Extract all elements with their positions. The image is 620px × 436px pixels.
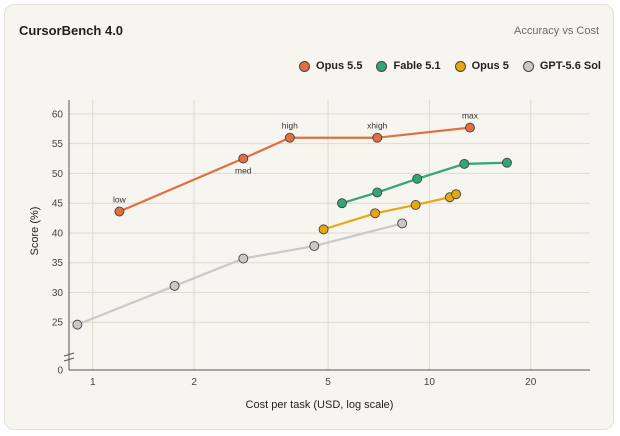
legend-item-fable-5-1: Fable 5.1 bbox=[376, 60, 441, 72]
legend-swatch bbox=[454, 60, 466, 72]
data-point-opus-5-5 bbox=[114, 206, 125, 217]
data-point-gpt-5-6-sol bbox=[238, 253, 249, 264]
series-line-opus-5-5 bbox=[118, 126, 471, 213]
data-point-opus-5 bbox=[451, 189, 461, 200]
x-tick-label: 1 bbox=[90, 377, 96, 388]
data-point-gpt-5-6-sol bbox=[397, 218, 408, 229]
x-tick-label: 5 bbox=[325, 377, 331, 388]
legend-swatch bbox=[376, 60, 388, 72]
data-point-fable-5-1 bbox=[337, 198, 347, 209]
point-label-opus-5-5: high bbox=[282, 121, 298, 131]
y-tick-label: 40 bbox=[52, 228, 64, 239]
chart-legend: Opus 5.5 Fable 5.1 Opus 5 GPT-5.6 Sol bbox=[299, 60, 601, 72]
x-tick-label: 10 bbox=[424, 377, 436, 388]
series-line-fable-5-1 bbox=[341, 161, 507, 205]
data-point-fable-5-1 bbox=[502, 157, 512, 168]
legend-item-opus-5: Opus 5 bbox=[454, 60, 509, 72]
chart-title: CursorBench 4.0 bbox=[19, 23, 124, 38]
series-line-gpt-5-6-sol bbox=[76, 222, 403, 326]
data-point-opus-5 bbox=[370, 208, 381, 219]
data-point-gpt-5-6-sol bbox=[309, 241, 320, 251]
y-axis-break bbox=[63, 352, 75, 362]
legend-item-gpt-5-6-sol: GPT-5.6 Sol bbox=[522, 60, 601, 72]
data-point-opus-5 bbox=[318, 224, 329, 235]
x-tick-label: 20 bbox=[525, 377, 537, 388]
point-label-opus-5-5: max bbox=[462, 111, 479, 121]
data-point-fable-5-1 bbox=[372, 187, 383, 198]
legend-swatch bbox=[522, 60, 534, 72]
point-label-opus-5-5: xhigh bbox=[367, 121, 388, 131]
legend-label: Fable 5.1 bbox=[393, 60, 441, 72]
data-point-gpt-5-6-sol bbox=[169, 280, 180, 291]
point-label-opus-5-5: low bbox=[113, 195, 127, 205]
legend-label: Opus 5 bbox=[471, 60, 509, 72]
y-tick-label-zero: 0 bbox=[57, 366, 63, 377]
y-tick-label: 35 bbox=[52, 258, 64, 269]
legend-swatch bbox=[299, 60, 311, 72]
data-point-opus-5-5 bbox=[238, 153, 249, 164]
y-tick-label: 50 bbox=[52, 169, 64, 180]
data-point-opus-5 bbox=[410, 200, 421, 210]
chart-card: CursorBench 4.0 Accuracy vs Cost Opus 5.… bbox=[4, 4, 614, 430]
legend-item-opus-5-5: Opus 5.5 bbox=[299, 60, 362, 72]
data-point-gpt-5-6-sol bbox=[72, 319, 83, 330]
data-point-fable-5-1 bbox=[412, 173, 423, 184]
data-point-opus-5-5 bbox=[284, 132, 295, 143]
y-tick-label: 60 bbox=[52, 109, 64, 120]
y-tick-label: 55 bbox=[52, 139, 64, 150]
legend-label: GPT-5.6 Sol bbox=[539, 60, 601, 72]
x-axis-label: Cost per task (USD, log scale) bbox=[246, 399, 394, 411]
point-label-opus-5-5: med bbox=[235, 166, 252, 176]
data-point-opus-5-5 bbox=[372, 132, 383, 143]
legend-label: Opus 5.5 bbox=[316, 60, 363, 72]
data-point-fable-5-1 bbox=[459, 158, 470, 169]
y-tick-label: 25 bbox=[52, 318, 64, 329]
x-tick-label: 2 bbox=[191, 377, 197, 388]
chart-subtitle: Accuracy vs Cost bbox=[514, 25, 599, 37]
y-tick-label: 30 bbox=[52, 288, 64, 299]
data-point-opus-5-5 bbox=[465, 122, 475, 133]
y-tick-label: 45 bbox=[52, 199, 64, 210]
y-axis-label: Score (%) bbox=[29, 207, 41, 256]
